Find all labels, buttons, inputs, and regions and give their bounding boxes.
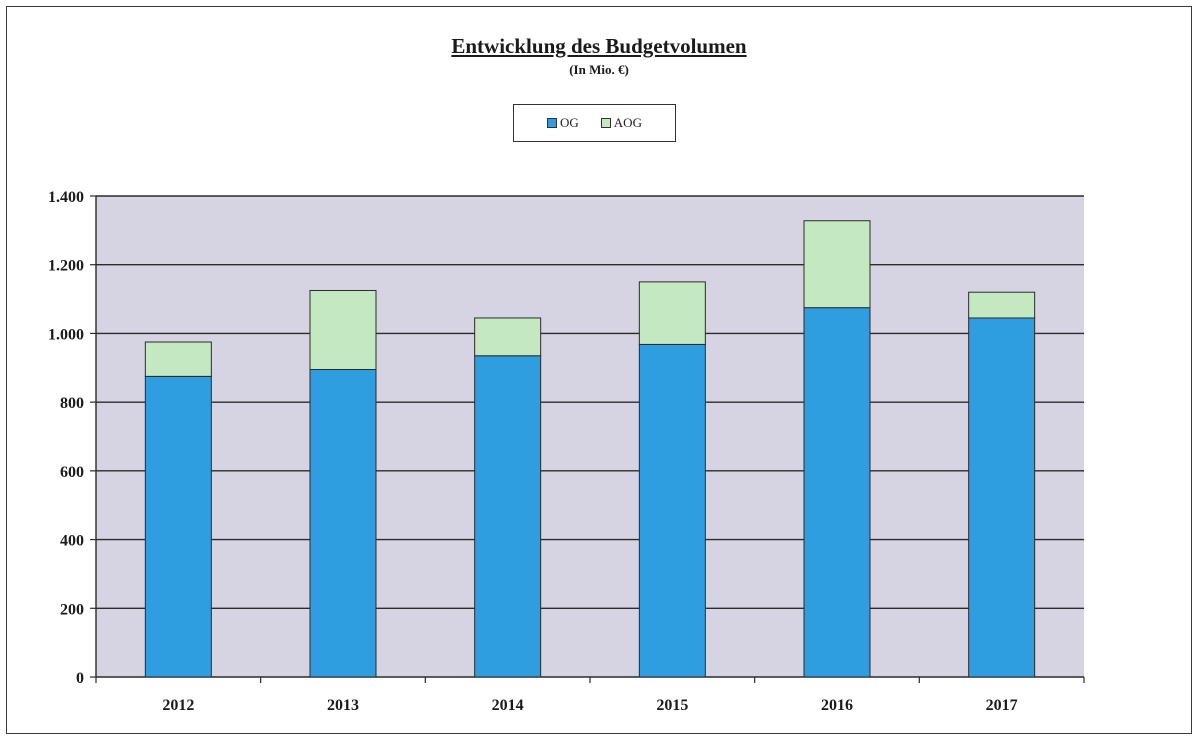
chart-legend: OG AOG xyxy=(513,104,676,142)
x-tick-label: 2016 xyxy=(821,697,853,714)
y-tick-label: 1.200 xyxy=(48,258,84,275)
bar-aog-2015 xyxy=(638,281,706,345)
x-tick-label: 2012 xyxy=(162,697,194,714)
plot-area xyxy=(96,196,1084,677)
chart-title: Entwicklung des Budgetvolumen xyxy=(451,34,747,58)
legend-swatch-og xyxy=(547,118,558,128)
legend-item-aog: AOG xyxy=(600,115,642,131)
y-tick-label: 800 xyxy=(60,395,84,412)
legend-label-aog: AOG xyxy=(613,115,642,130)
x-tick-label: 2014 xyxy=(492,697,524,714)
bar-aog-2012 xyxy=(144,341,212,377)
chart-subtitle: (In Mio. €) xyxy=(569,62,629,77)
bar-aog-2013 xyxy=(309,289,377,371)
y-tick-label: 1.000 xyxy=(48,326,84,343)
bar-og-2012 xyxy=(144,375,212,678)
bar-og-2015 xyxy=(638,343,706,678)
bar-og-2013 xyxy=(309,369,377,678)
bar-og-2016 xyxy=(803,307,871,678)
legend-label-og: OG xyxy=(560,115,579,130)
x-tick-label: 2013 xyxy=(327,697,359,714)
x-tick-label: 2015 xyxy=(656,697,688,714)
y-tick-label: 1.400 xyxy=(48,189,84,206)
y-tick-label: 0 xyxy=(76,670,84,687)
legend-item-og: OG xyxy=(547,115,579,131)
bar-aog-2017 xyxy=(968,291,1036,319)
bar-aog-2016 xyxy=(803,220,871,309)
y-tick-label: 200 xyxy=(60,601,84,618)
bar-og-2014 xyxy=(474,355,542,678)
x-tick-label: 2017 xyxy=(986,697,1018,714)
bar-og-2017 xyxy=(968,317,1036,678)
legend-swatch-aog xyxy=(600,118,611,128)
y-tick-label: 400 xyxy=(60,533,84,550)
y-tick-label: 600 xyxy=(60,464,84,481)
bar-aog-2014 xyxy=(474,317,542,357)
